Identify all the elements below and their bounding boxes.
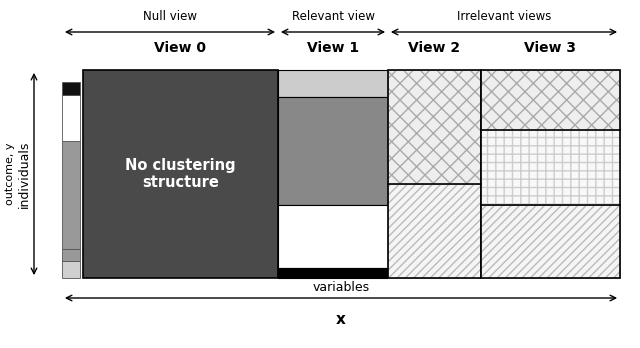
Bar [83,70,278,278]
Text: No clustering
structure: No clustering structure [125,158,236,190]
Text: individuals: individuals [17,140,31,208]
Bar [62,261,80,278]
Text: outcome, y: outcome, y [5,143,15,205]
Text: View 0: View 0 [154,41,207,55]
Text: Irrelevant views: Irrelevant views [457,10,551,23]
Text: View 2: View 2 [408,41,461,55]
Text: x: x [336,312,346,327]
Bar [62,141,80,249]
Text: Null view: Null view [143,10,197,23]
Bar [62,82,80,95]
Text: Relevant view: Relevant view [291,10,374,23]
Bar [278,70,388,97]
Bar [62,249,80,261]
Bar [62,95,80,141]
Bar [278,205,388,268]
Bar [278,268,388,278]
Text: variables: variables [312,281,369,294]
Bar [481,70,620,278]
Bar [388,70,481,278]
Text: View 3: View 3 [525,41,577,55]
Bar [481,130,620,205]
Bar [481,205,620,278]
Bar [481,70,620,130]
Text: View 1: View 1 [307,41,359,55]
Bar [388,184,481,278]
Bar [388,70,481,184]
Bar [278,97,388,205]
